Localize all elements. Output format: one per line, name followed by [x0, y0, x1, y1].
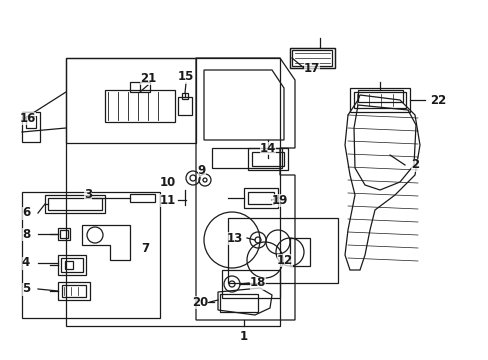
Bar — [227, 218, 337, 283]
Text: 21: 21 — [140, 72, 156, 85]
Bar — [45, 195, 105, 213]
Text: 15: 15 — [178, 71, 194, 84]
Text: 5: 5 — [22, 283, 30, 296]
Text: 19: 19 — [271, 194, 287, 207]
Bar — [130, 194, 155, 202]
Bar — [289, 48, 334, 68]
Bar — [48, 198, 102, 210]
Text: 22: 22 — [429, 94, 445, 107]
Bar — [291, 50, 331, 66]
Text: 4: 4 — [22, 256, 30, 270]
Text: 6: 6 — [22, 207, 30, 220]
Bar — [62, 285, 86, 297]
Text: 3: 3 — [84, 189, 92, 202]
Bar — [289, 238, 309, 266]
Text: 17: 17 — [303, 62, 320, 75]
Bar — [222, 270, 280, 298]
Bar — [61, 258, 83, 272]
Text: 13: 13 — [226, 231, 243, 244]
Bar — [353, 92, 405, 108]
Bar — [244, 188, 278, 208]
Bar — [22, 112, 40, 142]
Bar — [247, 148, 287, 170]
Bar — [212, 148, 282, 168]
Bar — [182, 93, 187, 99]
Bar — [26, 116, 36, 128]
Bar — [66, 58, 280, 326]
Bar — [22, 192, 160, 318]
Text: 9: 9 — [198, 163, 206, 176]
Bar — [58, 282, 90, 300]
Bar — [349, 88, 409, 112]
Text: 8: 8 — [22, 228, 30, 240]
Bar — [220, 294, 258, 312]
Text: 14: 14 — [259, 141, 276, 154]
Text: 7: 7 — [141, 242, 149, 255]
Text: 16: 16 — [20, 112, 36, 125]
Text: 10: 10 — [160, 175, 176, 189]
Bar — [60, 230, 68, 238]
Text: 11: 11 — [160, 194, 176, 207]
Bar — [247, 192, 273, 204]
Bar — [105, 90, 175, 122]
Text: 2: 2 — [410, 158, 418, 171]
Text: 1: 1 — [240, 329, 247, 342]
Bar — [357, 90, 402, 102]
Text: 12: 12 — [276, 253, 292, 266]
Bar — [58, 228, 70, 240]
Bar — [58, 255, 86, 275]
Text: 20: 20 — [191, 296, 208, 309]
Text: 18: 18 — [249, 276, 265, 289]
Bar — [66, 58, 196, 143]
Bar — [251, 152, 284, 166]
Bar — [178, 97, 192, 115]
Bar — [130, 82, 150, 92]
Bar — [65, 261, 73, 269]
